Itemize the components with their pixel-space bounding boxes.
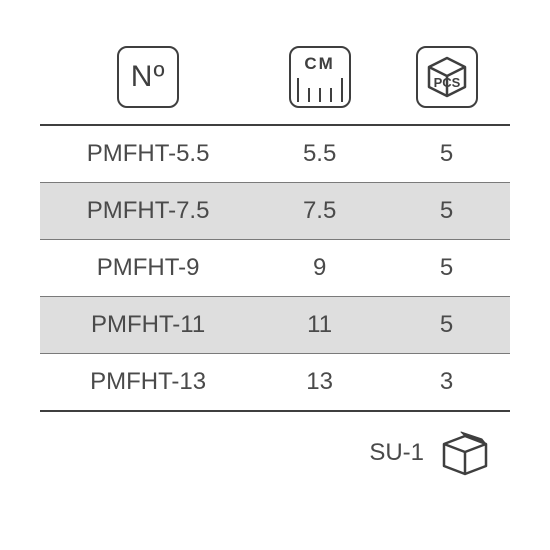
cell-pcs: 5 [440,254,453,282]
cell-model: PMFHT-13 [90,368,206,396]
shipping-unit-row: SU-1 [40,412,510,476]
pcs-box-icon: PCS [416,46,478,108]
shipping-unit-label: SU-1 [369,439,424,467]
cell-cm: 11 [307,311,332,339]
cell-model: PMFHT-5.5 [87,140,210,168]
cell-model: PMFHT-11 [91,311,205,339]
table-header-row: Nº CM PCS [40,34,510,124]
cell-cm: 5.5 [303,140,336,168]
cm-ruler-icon: CM [289,46,351,108]
cell-model: PMFHT-9 [97,254,200,282]
table-body: PMFHT-5.55.55PMFHT-7.57.55PMFHT-995PMFHT… [40,126,510,410]
model-number-label: Nº [131,60,166,94]
pcs-label: PCS [433,75,460,90]
table-row: PMFHT-9 9 5 [40,240,510,296]
package-box-icon [438,430,492,476]
cell-pcs: 5 [440,311,453,339]
model-number-icon: Nº [117,46,179,108]
cell-cm: 13 [306,368,333,396]
table-row: PMFHT-5.5 5.5 5 [40,126,510,182]
cell-cm: 7.5 [303,197,336,225]
cell-model: PMFHT-7.5 [87,197,210,225]
cell-cm: 9 [313,254,326,282]
ruler-ticks-icon [297,76,343,102]
table-row: PMFHT-7.5 7.5 5 [40,183,510,239]
table-row: PMFHT-11 11 5 [40,297,510,353]
cm-label: CM [304,54,334,74]
cell-pcs: 3 [440,368,453,396]
cell-pcs: 5 [440,140,453,168]
cell-pcs: 5 [440,197,453,225]
table-row: PMFHT-13 13 3 [40,354,510,410]
